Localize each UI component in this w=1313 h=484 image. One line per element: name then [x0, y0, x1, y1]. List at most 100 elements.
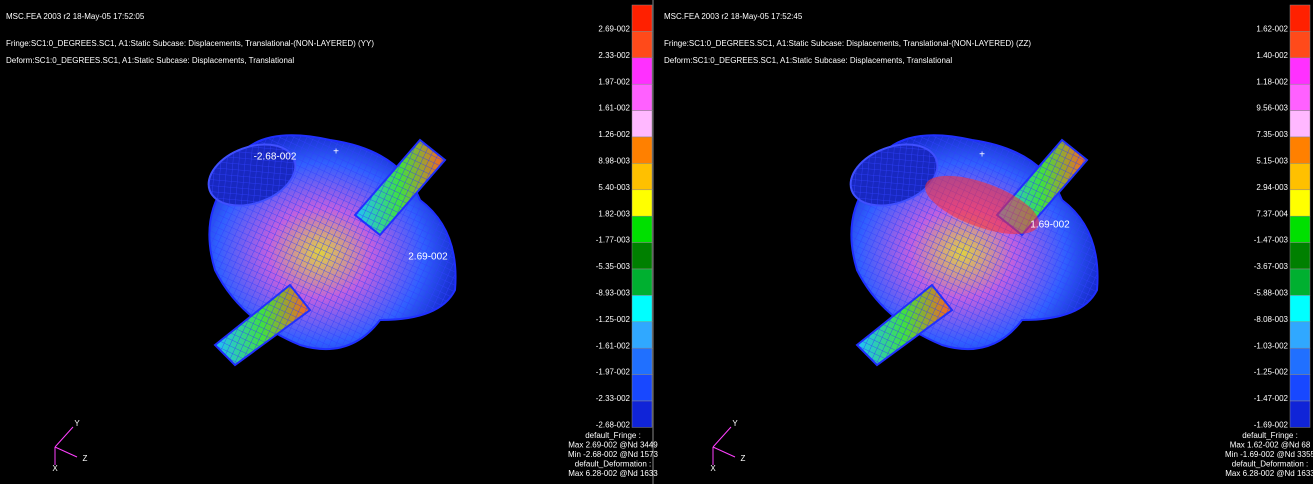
legend-label: 2.33-002 [598, 51, 630, 60]
triad-label: Y [74, 419, 80, 428]
legend-label: 7.37-004 [1256, 209, 1288, 218]
legend-label: 2.94-003 [1256, 183, 1288, 192]
legend-swatch [632, 295, 652, 321]
legend-swatch [1290, 190, 1310, 216]
legend-swatch [1290, 84, 1310, 110]
legend-swatch [1290, 243, 1310, 269]
legend-swatch [632, 348, 652, 374]
legend-swatch [632, 111, 652, 137]
legend-label: 7.35-003 [1256, 130, 1288, 139]
legend-label: -2.68-002 [596, 421, 631, 430]
screenshot: MSC.FEA 2003 r2 18-May-05 17:52:05 Fringe… [0, 0, 1313, 484]
legend-label: 1.26-002 [598, 130, 630, 139]
legend-label: 1.62-002 [1256, 25, 1288, 34]
header-line: MSC.FEA 2003 r2 18-May-05 17:52:05 [6, 12, 145, 21]
legend-label: -5.35-003 [596, 262, 631, 271]
footer-line: Max 6.28-002 @Nd 1633 [568, 469, 658, 478]
legend-swatch [1290, 31, 1310, 57]
triad-axis [55, 447, 77, 457]
legend-swatch [632, 84, 652, 110]
legend-swatch [632, 401, 652, 427]
triad-axis [713, 427, 731, 447]
annotation: + [333, 147, 339, 158]
legend-label: 5.15-003 [1256, 157, 1288, 166]
legend-label: 1.82-003 [598, 209, 630, 218]
legend-label: -1.69-002 [1254, 421, 1289, 430]
legend-label: -1.25-002 [596, 315, 631, 324]
legend-swatch [632, 269, 652, 295]
footer-line: Min -1.69-002 @Nd 3355 [1225, 450, 1313, 459]
legend-label: -1.47-002 [1254, 394, 1289, 403]
header-line: Deform:SC1:0_DEGREES.SC1, A1:Static Subc… [6, 56, 294, 65]
legend-swatch [1290, 58, 1310, 84]
legend-label: -3.67-003 [1254, 262, 1289, 271]
footer-line: Max 2.69-002 @Nd 3449 [568, 441, 658, 450]
footer-line: default_Deformation : [575, 460, 652, 469]
legend-label: 1.18-002 [1256, 77, 1288, 86]
legend-label: -8.93-003 [596, 289, 631, 298]
annotation: 1.69-002 [1030, 220, 1070, 231]
triad-axis [55, 427, 73, 447]
legend-swatch [1290, 216, 1310, 242]
triad-label: X [710, 464, 716, 473]
legend-swatch [1290, 348, 1310, 374]
legend-swatch [1290, 269, 1310, 295]
annotation: 2.69-002 [408, 252, 448, 263]
legend-label: -1.25-002 [1254, 368, 1289, 377]
legend-swatch [1290, 5, 1310, 31]
legend-swatch [1290, 295, 1310, 321]
legend-label: -1.61-002 [596, 341, 631, 350]
legend-label: -8.08-003 [1254, 315, 1289, 324]
legend-swatch [632, 216, 652, 242]
footer-line: Min -2.68-002 @Nd 1573 [568, 450, 659, 459]
triad-label: X [52, 464, 58, 473]
legend-swatch [632, 5, 652, 31]
legend-swatch [1290, 163, 1310, 189]
legend-label: -1.77-003 [596, 236, 631, 245]
legend-label: 5.40-003 [598, 183, 630, 192]
legend-label: 9.56-003 [1256, 104, 1288, 113]
viewport-right [842, 133, 1097, 365]
legend-swatch [632, 375, 652, 401]
header-line: Fringe:SC1:0_DEGREES.SC1, A1:Static Subc… [6, 39, 374, 48]
fea-model [842, 133, 1097, 365]
legend-swatch [632, 190, 652, 216]
footer-line: Max 6.28-002 @Nd 1633 [1225, 469, 1313, 478]
legend-swatch [1290, 322, 1310, 348]
legend-label: -2.33-002 [596, 394, 631, 403]
legend-label: 2.69-002 [598, 25, 630, 34]
legend-label: 1.61-002 [598, 104, 630, 113]
legend-swatch [1290, 401, 1310, 427]
legend-swatch [632, 137, 652, 163]
footer-line: default_Fringe : [1242, 431, 1298, 440]
triad-label: Z [741, 454, 746, 463]
legend-swatch [632, 243, 652, 269]
footer-line: default_Fringe : [585, 431, 641, 440]
legend-label: 1.40-002 [1256, 51, 1288, 60]
legend-label: -1.47-003 [1254, 236, 1289, 245]
annotation: -2.68-002 [254, 152, 297, 163]
header-line: Deform:SC1:0_DEGREES.SC1, A1:Static Subc… [664, 56, 952, 65]
header-line: Fringe:SC1:0_DEGREES.SC1, A1:Static Subc… [664, 39, 1031, 48]
viewport-left [200, 133, 455, 365]
triad-label: Y [732, 419, 738, 428]
header-line: MSC.FEA 2003 r2 18-May-05 17:52:45 [664, 12, 803, 21]
legend-swatch [632, 58, 652, 84]
footer-line: Max 1.62-002 @Nd 68 [1230, 441, 1311, 450]
triad-axis [713, 447, 735, 457]
legend-swatch [1290, 137, 1310, 163]
footer-line: default_Deformation : [1232, 460, 1309, 469]
annotation: + [979, 150, 985, 161]
triad-label: Z [83, 454, 88, 463]
legend-swatch [632, 163, 652, 189]
fea-model [200, 133, 455, 365]
legend-label: -5.88-003 [1254, 289, 1289, 298]
legend-label: 8.98-003 [598, 157, 630, 166]
legend-label: -1.03-002 [1254, 341, 1289, 350]
legend-swatch [1290, 375, 1310, 401]
legend-label: -1.97-002 [596, 368, 631, 377]
legend-swatch [632, 31, 652, 57]
legend-label: 1.97-002 [598, 77, 630, 86]
legend-swatch [1290, 111, 1310, 137]
legend-swatch [632, 322, 652, 348]
